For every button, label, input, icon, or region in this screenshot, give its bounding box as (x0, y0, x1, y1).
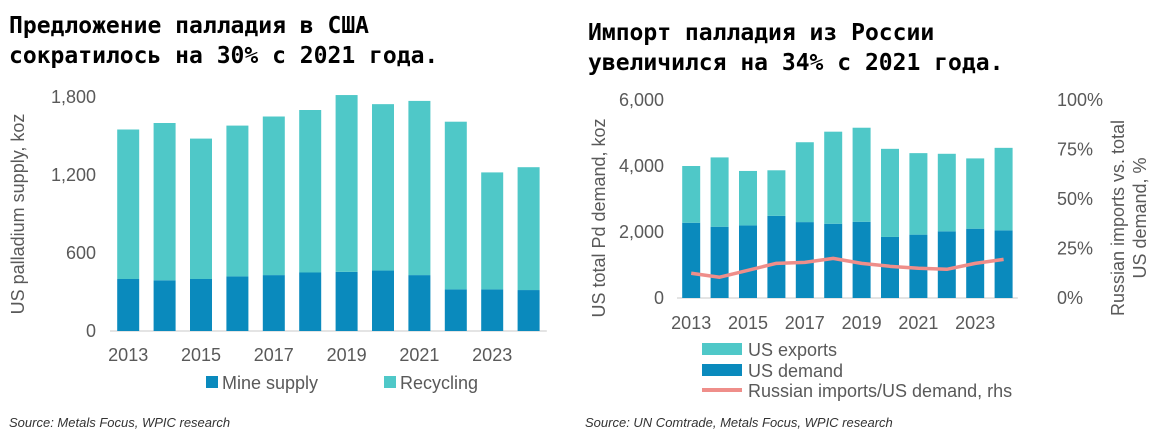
right-bar-us-demand (710, 226, 729, 298)
right-bar-us-exports (909, 153, 928, 235)
legend-recycling-label: Recycling (400, 373, 478, 393)
right-bar-us-demand (824, 223, 843, 298)
right-bar-us-exports (852, 127, 871, 222)
legend-recycling-swatch (384, 376, 396, 388)
left-bar-mine-supply (226, 276, 249, 331)
left-y-tick-label: 600 (66, 243, 96, 263)
right-bar-us-exports (994, 147, 1013, 231)
left-bar-mine-supply (299, 272, 322, 331)
right-bar-us-exports (881, 148, 899, 237)
right-title-line-2: увеличился на 34% с 2021 года. (588, 50, 1004, 76)
left-bar-mine-supply (153, 280, 176, 331)
right-y2-axis-title-line-2: US demand, % (1130, 157, 1150, 278)
left-bar-recycling (444, 121, 467, 290)
right-source-note: Source: UN Comtrade, Metals Focus, WPIC … (585, 415, 893, 430)
legend-russian-imports-label: Russian imports/US demand, rhs (748, 381, 1012, 401)
right-bar-us-exports (795, 142, 814, 223)
right-x-tick-label: 2015 (728, 313, 768, 333)
right-y2-tick-label: 100% (1057, 90, 1103, 110)
right-title-line-1: Импорт палладия из России (588, 20, 935, 46)
right-y-tick-label: 2,000 (619, 222, 664, 242)
left-chart-title: Предложение палладия в США сократилось н… (9, 11, 438, 71)
left-x-tick-label: 2013 (108, 345, 148, 365)
left-bar-recycling (517, 167, 540, 291)
legend-us-exports-swatch (702, 343, 742, 355)
right-bar-us-demand (682, 222, 701, 298)
right-x-tick-label: 2019 (842, 313, 882, 333)
right-y2-tick-label: 0% (1057, 288, 1083, 308)
right-bar-us-exports (966, 158, 985, 229)
left-bar-recycling (190, 138, 212, 279)
left-bar-mine-supply (481, 289, 504, 331)
right-y-tick-label: 6,000 (619, 90, 664, 110)
right-chart-title: Импорт палладия из России увеличился на … (588, 18, 1003, 78)
right-y2-tick-label: 25% (1057, 239, 1093, 259)
left-bar-recycling (262, 116, 285, 276)
left-x-tick-label: 2019 (327, 345, 367, 365)
right-bar-us-exports (937, 153, 956, 232)
left-y-axis-title: US palladium supply, koz (8, 114, 28, 315)
left-bar-mine-supply (517, 290, 540, 331)
right-x-tick-label: 2013 (671, 313, 711, 333)
legend-us-demand-label: US demand (748, 361, 843, 381)
right-y2-tick-label: 75% (1057, 140, 1093, 160)
russian-imports-share-line (690, 256, 1004, 279)
left-bar-mine-supply (372, 270, 394, 331)
left-x-tick-label: 2021 (399, 345, 439, 365)
right-bar-us-exports (824, 131, 843, 224)
left-bar-recycling (117, 129, 140, 279)
left-bar-mine-supply (335, 271, 358, 331)
right-bar-us-exports (682, 166, 701, 223)
left-bar-mine-supply (262, 275, 285, 331)
left-x-tick-label: 2023 (472, 345, 512, 365)
left-title-line-2: сократилось на 30% с 2021 года. (9, 43, 439, 69)
left-bar-mine-supply (190, 279, 212, 331)
left-bar-recycling (299, 110, 322, 273)
left-bar-recycling (153, 123, 176, 281)
left-y-tick-label: 1,800 (51, 87, 96, 107)
left-bar-mine-supply (117, 279, 140, 331)
left-bar-mine-supply (408, 275, 431, 331)
left-bar-mine-supply (444, 289, 467, 331)
left-x-tick-label: 2017 (254, 345, 294, 365)
left-bar-recycling (408, 100, 431, 276)
left-bar-recycling (226, 125, 249, 277)
left-source-note: Source: Metals Focus, WPIC research (9, 415, 231, 430)
left-bar-recycling (335, 95, 358, 272)
right-x-tick-label: 2021 (898, 313, 938, 333)
right-bar-us-demand (994, 230, 1013, 298)
left-bar-recycling (481, 172, 504, 290)
right-bar-us-demand (739, 225, 757, 298)
right-bar-us-exports (710, 157, 729, 227)
right-y-axis-title: US total Pd demand, koz (589, 118, 609, 317)
legend-us-exports-label: US exports (748, 340, 837, 360)
right-bar-us-demand (909, 234, 928, 298)
right-bar-us-exports (739, 170, 757, 226)
right-bar-us-demand (937, 231, 956, 298)
right-bar-us-demand (795, 222, 814, 298)
right-bar-us-demand (852, 221, 871, 298)
right-bar-us-exports (767, 170, 786, 216)
right-y-tick-label: 0 (654, 288, 664, 308)
right-y2-tick-label: 50% (1057, 189, 1093, 209)
right-x-tick-label: 2017 (785, 313, 825, 333)
right-bar-us-demand (767, 215, 786, 298)
left-bar-recycling (372, 104, 394, 271)
left-y-tick-label: 0 (86, 321, 96, 341)
right-x-tick-label: 2023 (955, 313, 995, 333)
right-y2-axis-title-line-1: Russian imports vs. total (1108, 120, 1128, 316)
legend-us-demand-swatch (702, 364, 742, 376)
right-y-tick-label: 4,000 (619, 156, 664, 176)
left-y-tick-label: 1,200 (51, 165, 96, 185)
left-x-tick-label: 2015 (181, 345, 221, 365)
left-title-line-1: Предложение палладия в США (9, 13, 370, 39)
legend-mine-supply-label: Mine supply (222, 373, 318, 393)
legend-mine-supply-swatch (206, 376, 218, 388)
